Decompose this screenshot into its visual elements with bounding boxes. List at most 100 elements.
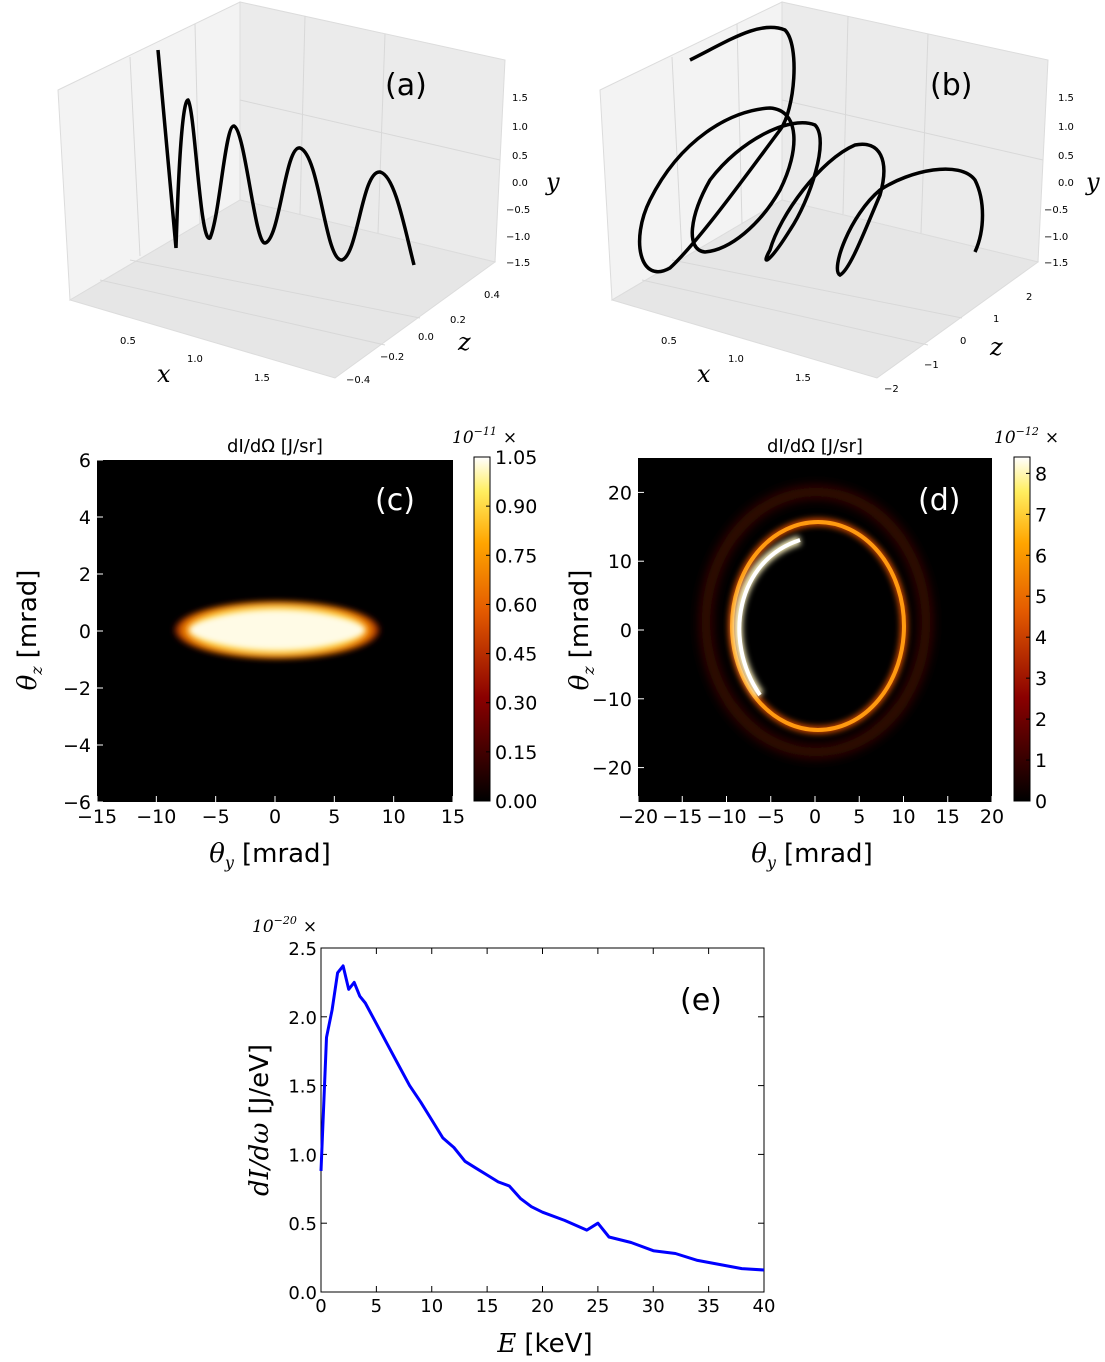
z-tick-a-1: 0.2 [450,315,466,326]
e-exp-base: 10 [252,917,274,937]
heatmap-d [638,458,992,802]
x-tick-a-2: 1.5 [254,373,270,384]
x-tick-b-2: 1.5 [795,373,811,384]
y-label-sub-d: z [579,666,598,676]
z-tick-a-2: 0.0 [418,332,434,343]
trajectory-a [156,49,416,266]
z-ticks-a: 0.4 0.2 0.0 −0.2 −0.4 [346,290,500,386]
y-tick-label: 4 [79,507,91,529]
z-tick-b-0: 2 [1026,292,1032,303]
x-tick-label: 5 [371,1296,382,1317]
x-tick-label: 30 [642,1296,665,1317]
panel-a: (a) 1.5 1.0 0.5 0.0 −0.5 −1.0 −1.5 y 0.4… [57,1,560,388]
ring-bright-arc-core-d [737,538,801,697]
cb-exp-c: −11 [474,425,497,438]
colorbar-exponent-d: 10−12 × [994,425,1059,448]
x-tick-label: 15 [936,806,960,828]
colorbar-ticks-c: 1.05 0.90 0.75 0.60 0.45 0.30 0.15 0.00 [486,447,537,813]
y-axis-label-d: θz [mrad] [565,570,598,691]
cb-tick-label: 0.00 [495,791,537,813]
x-label-sym-c: θ [209,839,225,869]
x-ticks-a: 0.5 1.0 1.5 [120,336,270,384]
y-tick-b-0: 1.5 [1058,93,1074,104]
heat-core-c [189,613,365,647]
x-tick-label: 5 [853,806,865,828]
x-tick-label: 15 [476,1296,499,1317]
z-tick-a-0: 0.4 [484,290,500,301]
spectrum-line-e [319,964,765,1272]
cb-tick-label: 8 [1035,463,1047,485]
x-label-sub-d: y [766,853,777,872]
y-label-sym-e: dI/dω [245,1122,275,1196]
title-c: dI/dΩ [J/sr] [227,436,323,457]
x-tick-label: 0 [269,806,281,828]
colorbar-exponent-c: 10−11 × [452,425,517,448]
x-label-sym-d: θ [751,839,767,869]
cb-tick-label: 0 [1035,791,1047,813]
title-d: dI/dΩ [J/sr] [767,436,863,457]
y-tick-b-6: −1.5 [1044,258,1068,269]
cb-times-d: × [1045,428,1059,448]
x-tick-label: −15 [662,806,702,828]
pane-floor-b [610,199,1040,379]
x-ticks-d: −20 −15 −10 −5 0 5 10 15 20 [618,796,1004,828]
y-tick-a-2: 0.5 [512,151,528,162]
y-exponent-e: 10−20 × [252,914,317,937]
y-axis-label-e: dI/dω [J/eV] [245,1044,275,1196]
x-tick-label: 20 [531,1296,554,1317]
x-tick-label: 10 [382,806,406,828]
y-ticks-c: 6 4 2 0 −2 −4 −6 [63,450,103,814]
y-tick-a-6: −1.5 [506,258,530,269]
y-tick-label: −10 [592,689,632,711]
panel-label-e: (e) [680,983,722,1018]
y-axis-label-c: θz [mrad] [13,570,46,691]
y-tick-a-1: 1.0 [512,122,528,133]
y-tick-label: 10 [608,551,632,573]
cb-exp-base-d: 10 [994,428,1016,448]
y-label-unit-d: [mrad] [565,570,595,659]
y-tick-a-5: −1.0 [506,232,530,243]
colorbar-ticks-d: 8 7 6 5 4 3 2 1 0 [1026,463,1047,813]
cb-tick-label: 3 [1035,668,1047,690]
colorbar-d [1013,456,1031,802]
cb-tick-label: 0.15 [495,742,537,764]
x-tick-a-1: 1.0 [187,354,203,365]
z-tick-b-2: 0 [960,336,966,347]
cb-tick-label: 0.30 [495,693,537,715]
y-tick-label: 0.5 [288,1214,317,1235]
cb-tick-label: 6 [1035,545,1047,567]
y-ticks-b: 1.5 1.0 0.5 0.0 −0.5 −1.0 −1.5 [1044,93,1074,269]
x-tick-label: −10 [706,806,746,828]
cb-tick-label: 1 [1035,750,1047,772]
x-ticks-b: 0.5 1.0 1.5 [661,336,811,384]
cb-tick-label: 4 [1035,627,1047,649]
x-tick-label: 10 [420,1296,443,1317]
y-tick-b-1: 1.0 [1058,122,1074,133]
z-tick-b-3: −1 [924,360,939,371]
y-tick-label: −6 [63,792,91,814]
cb-exp-base-c: 10 [452,428,474,448]
z-tick-a-3: −0.2 [380,352,404,363]
cb-times-c: × [503,428,517,448]
e-exp: −20 [274,914,297,927]
x-label-sym-e: E [496,1329,516,1359]
y-tick-a-3: 0.0 [512,178,528,189]
y-tick-label: 2 [79,564,91,586]
panel-d: dI/dΩ [J/sr] (d) −20 −15 −10 −5 0 5 10 15 20 201… [565,425,1059,872]
y-tick-label: −20 [592,758,632,780]
y-axis-label-a: y [545,168,560,196]
x-tick-label: −10 [136,806,176,828]
y-tick-label: −4 [63,735,91,757]
y-tick-label: 2.5 [288,939,317,960]
y-label-sym-d: θ [565,674,595,690]
x-tick-label: 20 [980,806,1004,828]
x-axis-label-b: x [697,360,711,388]
z-tick-b-1: 1 [993,314,999,325]
y-label-unit-e: [J/eV] [245,1044,275,1115]
y-tick-b-3: 0.0 [1058,178,1074,189]
x-ticks-e: 0 5 10 15 20 25 30 35 40 [315,948,775,1317]
trajectory-b [637,25,985,277]
x-tick-label: −20 [618,806,658,828]
panel-c: dI/dΩ [J/sr] (c) −15 −10 −5 0 5 10 15 6 4 2 0 −2 −4… [13,425,537,872]
x-label-unit-d: [mrad] [784,839,873,869]
